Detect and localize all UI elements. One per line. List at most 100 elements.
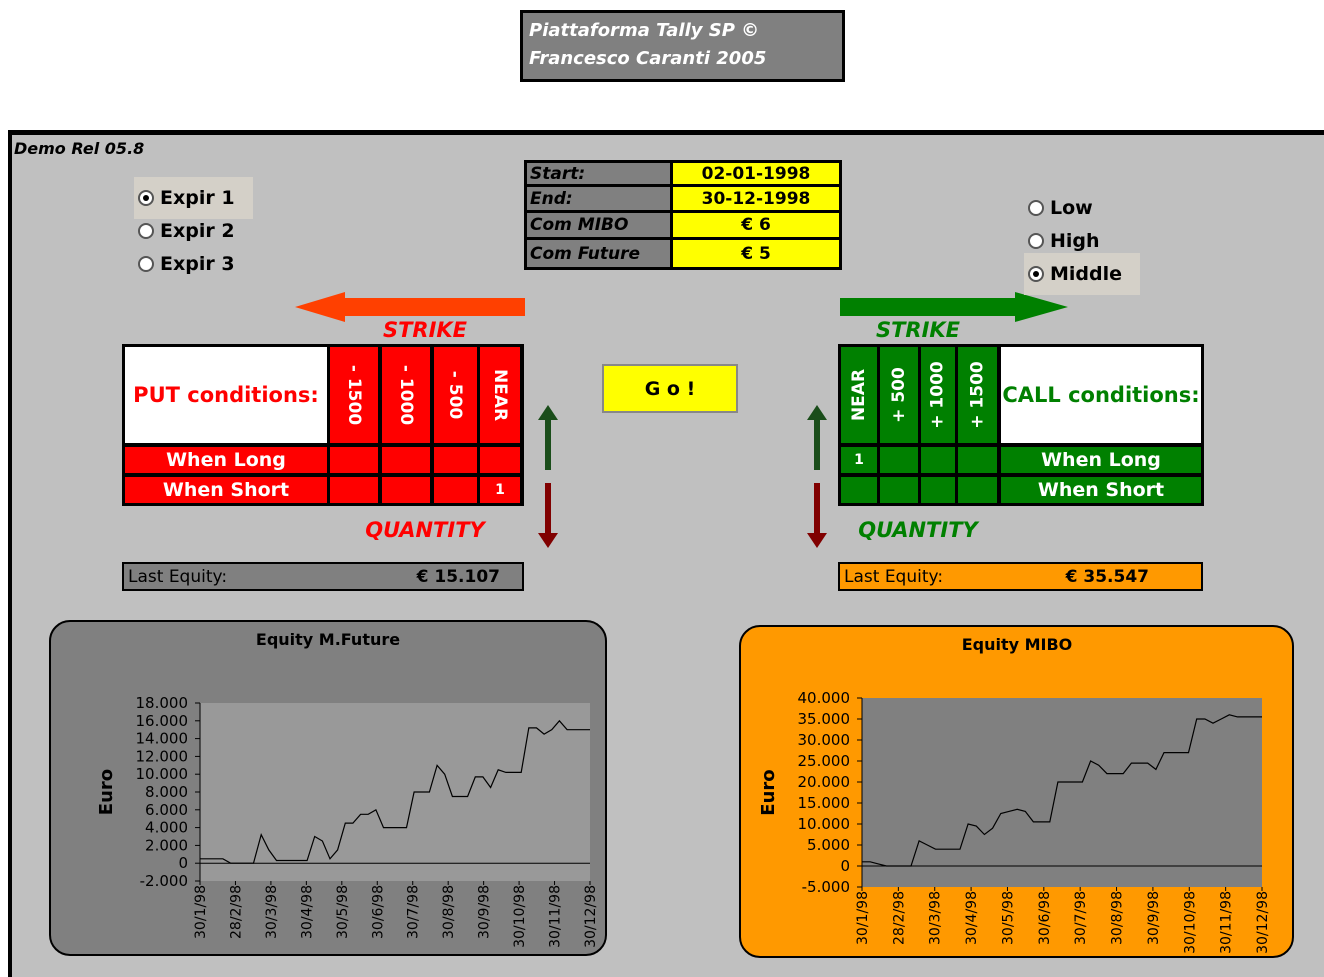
conditions-title: CALL conditions: [1001,347,1201,443]
quantity-cell [921,477,955,503]
y-tick-label: 4.000 [145,819,188,837]
x-tick-label: 30/12/98 [583,885,599,948]
radio-label: Expir 1 [160,187,235,209]
setting-value-text: 30-12-1998 [701,188,811,209]
x-tick-label: 30/10/98 [512,885,528,948]
put-arrow [295,292,525,322]
radio-label: Low [1050,197,1093,219]
up-arrow [807,405,827,470]
quantity-cell [434,447,477,473]
quantity-cell [434,477,477,503]
quantity-label: QUANTITY [858,518,979,542]
x-tick-label: 30/11/98 [1219,891,1235,954]
row-label: When Short [1001,477,1201,503]
last-equity-value: € 15.107 [416,566,500,587]
quantity-cell [480,447,520,473]
strike-header: + 500 [880,347,918,443]
y-tick-label: 40.000 [798,689,851,707]
setting-value: 30-12-1998 [673,187,839,210]
y-tick-label: 16.000 [136,712,189,730]
y-axis-label: Euro [96,769,117,815]
radio-option[interactable]: Expir 3 [134,248,241,280]
x-tick-label: 30/8/98 [1110,891,1126,945]
quantity-cell [921,447,955,473]
y-tick-label: 20.000 [798,773,851,791]
radio-option[interactable]: High [1024,225,1106,257]
last-equity-value: € 35.547 [1065,566,1149,587]
quantity-cell-text: 1 [854,452,864,468]
y-tick-label: 14.000 [136,730,189,748]
header: Piattaforma Tally SP © Francesco Caranti… [520,10,845,82]
x-tick-label: 30/4/98 [299,885,315,939]
strike-header: - 1500 [330,347,378,443]
row-label-text: When Short [162,479,290,501]
setting-value: € 5 [673,240,839,267]
go-button[interactable]: G o ! [602,364,738,413]
panel-border-left [8,130,12,977]
y-tick-label: 12.000 [136,747,189,765]
row-label: When Short [125,477,327,503]
release: Demo Rel 05.8 [14,139,144,158]
x-tick-label: 30/8/98 [441,885,457,939]
header-line: Francesco Caranti 2005 [529,48,767,69]
y-tick-label: 15.000 [798,794,851,812]
x-tick-label: 30/7/98 [406,885,422,939]
strike-header: + 1000 [921,347,955,443]
radio-dot[interactable] [138,223,154,239]
quantity-cell: 1 [480,477,520,503]
quantity-cell [958,447,997,473]
x-tick-label: 30/3/98 [928,891,944,945]
setting-value-text: 02-01-1998 [701,163,811,184]
setting-label-text: Com Future [530,243,641,264]
x-tick-label: 30/9/98 [477,885,493,939]
setting-value-text: € 5 [741,243,771,264]
setting-label-text: End: [530,188,573,209]
y-tick-label: -2.000 [140,872,188,890]
setting-label-text: Com MIBO [530,215,629,235]
y-tick-label: -5.000 [802,878,850,896]
y-tick-label: 0 [840,857,850,875]
last-equity: Last Equity: € 15.107 [122,562,524,591]
x-tick-label: 28/2/98 [228,885,244,939]
strike-header: - 1000 [382,347,430,443]
x-tick-label: 30/10/98 [1182,891,1198,954]
row-label-text: When Short [1037,479,1165,501]
y-axis-label: Euro [758,769,779,815]
y-tick-label: 2.000 [145,836,188,854]
call-arrow [840,292,1068,322]
radio-dot[interactable] [1028,233,1044,249]
setting-value: 02-01-1998 [673,163,839,184]
down-arrow [538,483,558,548]
strike-header-text: - 500 [445,370,466,420]
x-tick-label: 30/9/98 [1146,891,1162,945]
strike-header: + 1500 [958,347,997,443]
radio-dot[interactable] [138,256,154,272]
x-tick-label: 30/1/98 [855,891,871,945]
radio-dot[interactable] [138,190,154,206]
last-equity-label: Last Equity: [128,566,228,587]
radio-dot[interactable] [1028,266,1044,282]
y-tick-label: 8.000 [145,783,188,801]
conditions-title-text: PUT conditions: [133,383,319,407]
radio-label: High [1050,230,1100,252]
strike-header: - 500 [434,347,477,443]
strike-header-text: + 500 [889,367,909,423]
strike-header: NEAR [480,347,520,443]
setting-label: Com MIBO [527,213,670,237]
radio-option[interactable]: Expir 1 [134,177,253,219]
quantity-cell [880,447,918,473]
radio-option[interactable]: Low [1024,192,1099,224]
radio-dot[interactable] [1028,200,1044,216]
radio-option[interactable]: Expir 2 [134,215,241,247]
setting-value: € 6 [673,213,839,237]
down-arrow [807,483,827,548]
strike-header-text: - 1500 [344,364,365,426]
quantity-cell [880,477,918,503]
x-tick-label: 28/2/98 [891,891,907,945]
row-label: When Long [125,447,327,473]
last-equity: Last Equity: € 35.547 [838,562,1203,591]
quantity-cell [382,477,430,503]
y-tick-label: 6.000 [145,801,188,819]
radio-option[interactable]: Middle [1024,253,1141,295]
